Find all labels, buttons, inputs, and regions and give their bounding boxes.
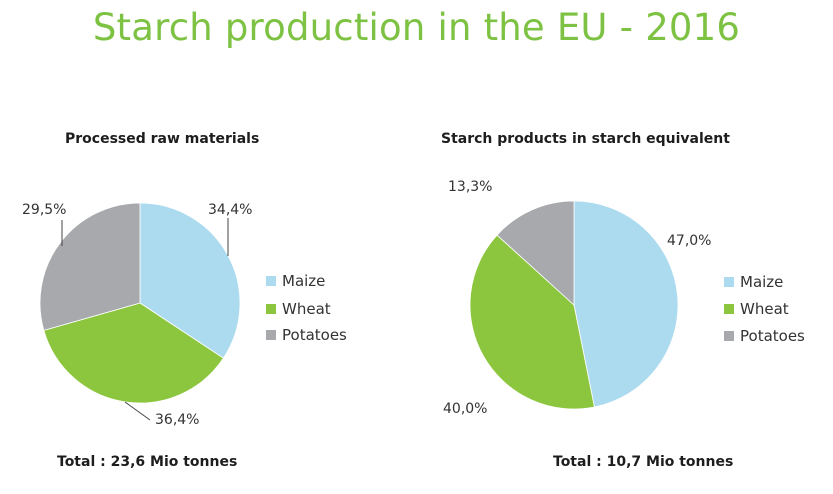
pie-slice-maize [573,200,679,408]
pie-slice-potatoes [39,202,141,331]
legend-label: Maize [282,272,326,290]
slice-label-wheat: 40,0% [443,401,487,417]
pie-slice-potatoes [496,200,575,306]
slice-label-potatoes: 13,3% [448,179,492,195]
legend-swatch-potatoes [724,331,734,341]
legend-swatch-potatoes [266,330,276,340]
chart-2-total: Total : 10,7 Mio tonnes [553,454,734,470]
pie-slice-wheat [469,234,595,410]
chart-2-title: Starch products in starch equivalent [441,131,730,147]
legend-label: Potatoes [282,326,347,344]
legend-label: Potatoes [740,327,805,345]
slice-label-potatoes: 29,5% [22,202,66,218]
legend-swatch-maize [724,277,734,287]
pie-chart-starch-products: 47,0% 40,0% 13,3% [443,179,711,417]
legend-item-potatoes: Potatoes [266,326,347,344]
legend-swatch-wheat [724,304,734,314]
slice-label-wheat: 36,4% [155,412,199,428]
chart-1-total: Total : 23,6 Mio tonnes [57,454,238,470]
page-title: Starch production in the EU - 2016 [92,6,741,49]
legend-label: Maize [740,273,784,291]
chart-1-title: Processed raw materials [65,131,260,147]
legend-label: Wheat [740,300,789,318]
legend-item-maize: Maize [266,272,325,290]
legend-label: Wheat [282,300,331,318]
leader-line [124,401,151,421]
legend-item-potatoes: Potatoes [724,327,805,345]
legend-item-wheat: Wheat [266,300,331,318]
legend-swatch-wheat [266,304,276,314]
legend-item-maize: Maize [724,273,783,291]
pie-chart-raw-materials: 34,4% 36,4% 29,5% [22,202,252,428]
slice-label-maize: 47,0% [667,233,711,249]
legend-swatch-maize [266,276,276,286]
slice-label-maize: 34,4% [208,202,252,218]
legend-item-wheat: Wheat [724,300,789,318]
pie-slice-wheat [43,302,224,404]
